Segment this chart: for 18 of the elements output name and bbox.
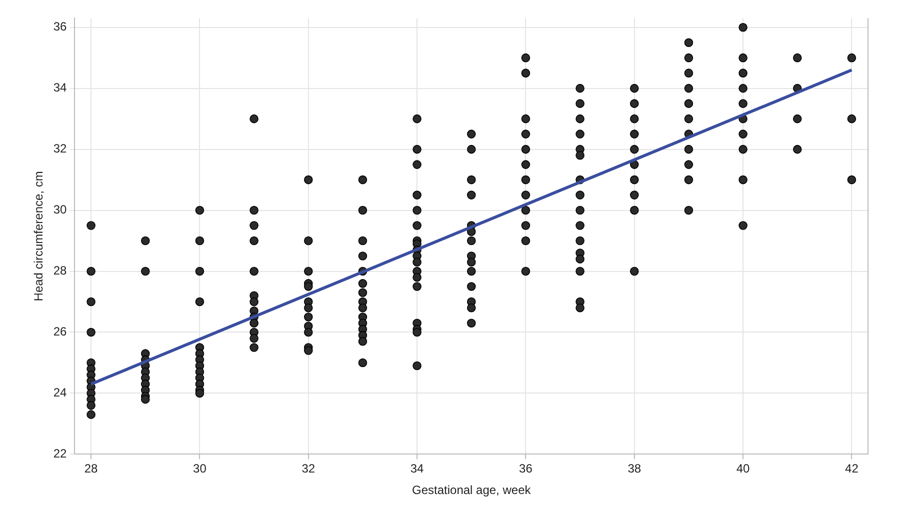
y-tick-label: 36 [53, 20, 68, 34]
y-tick-label: 34 [53, 80, 68, 95]
x-axis-title: Gestational age, week [412, 483, 532, 498]
y-tick-label: 32 [53, 142, 68, 156]
y-tick-label: 24 [53, 386, 68, 400]
y-tick-label: 28 [53, 264, 68, 278]
x-tick-label: 34 [410, 462, 424, 476]
y-axis-title: Head circumference, cm [32, 171, 46, 302]
y-tick-label: 30 [53, 202, 68, 217]
y-tick-label: 26 [53, 324, 68, 339]
x-tick-label: 32 [302, 462, 316, 476]
x-tick-label: 36 [519, 462, 533, 476]
x-tick-label: 28 [84, 462, 98, 476]
y-tick-label: 22 [53, 446, 68, 461]
x-tick-label: 38 [628, 462, 642, 476]
x-tick-label: 30 [193, 462, 207, 476]
x-tick-label: 42 [845, 462, 859, 476]
x-tick-label: 40 [736, 462, 750, 476]
